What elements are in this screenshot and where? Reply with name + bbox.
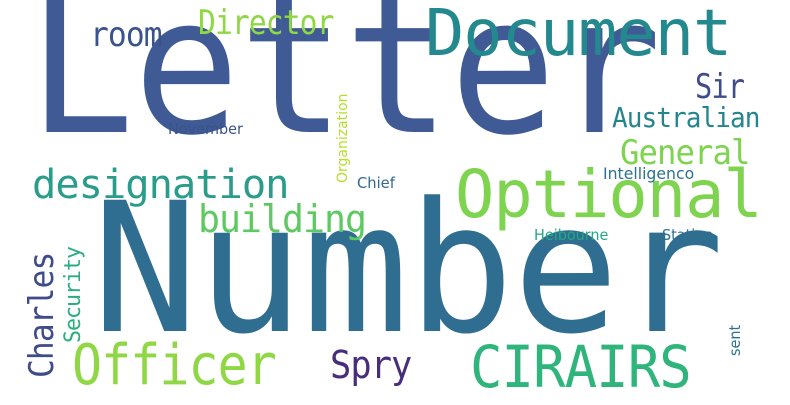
word-sent: sent — [726, 324, 744, 356]
word-chief: Chief — [357, 174, 395, 192]
word-charles: Charles — [22, 252, 62, 378]
word-sir: Sir — [695, 67, 745, 107]
word-officer: Officer — [72, 333, 277, 398]
word-spry: Spry — [330, 343, 412, 387]
word-station: Station — [662, 226, 714, 244]
word-room: room — [90, 15, 163, 55]
word-intelligenco: Intelligenco — [603, 164, 695, 183]
word-organization: Organization — [335, 93, 351, 183]
word-australian: Australian — [612, 101, 760, 134]
word-designation: designation — [32, 162, 289, 208]
word-ciraris: CIRAIRS — [470, 333, 692, 401]
word-document: Document — [425, 0, 732, 71]
word-security: Security — [61, 246, 86, 343]
word-number: Number — [92, 165, 724, 374]
word-director: Director — [198, 3, 334, 43]
word-november: November — [168, 120, 243, 138]
word-general: General — [620, 133, 750, 173]
word-building: building — [198, 197, 367, 241]
word-letter: Letter — [28, 0, 662, 177]
word-optional: Optional — [455, 156, 763, 233]
word-heibourne: Heibourne — [534, 226, 609, 244]
